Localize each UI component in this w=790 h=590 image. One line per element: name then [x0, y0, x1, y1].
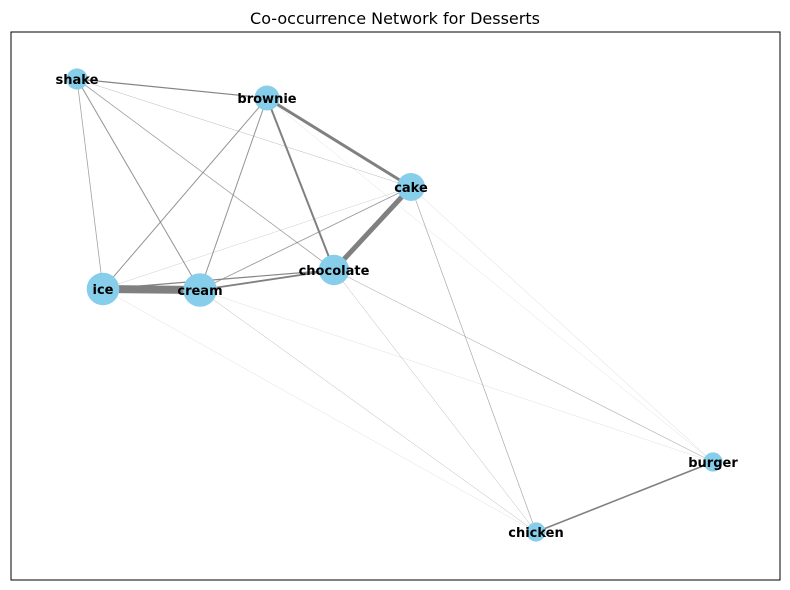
edge-chocolate-chicken: [333, 269, 537, 533]
edge-shake-cream: [76, 78, 201, 291]
edge-cream-chocolate: [199, 269, 335, 291]
node-label-cream: cream: [177, 284, 222, 299]
node-chocolate: [318, 254, 350, 286]
edge-chocolate-cake: [332, 185, 413, 272]
edge-brownie-burger: [266, 97, 714, 463]
edge-brownie-ice: [102, 97, 268, 290]
node-label-ice: ice: [93, 283, 114, 298]
edge-brownie-chocolate: [266, 97, 335, 271]
edge-brownie-cake: [266, 96, 412, 189]
edge-ice-chicken: [102, 288, 537, 533]
edge-chocolate-burger: [333, 269, 714, 463]
edge-cream-chicken: [199, 289, 537, 533]
edge-shake-brownie: [76, 78, 268, 99]
edge-burger-chicken: [535, 461, 714, 533]
edge-shake-ice: [76, 78, 104, 290]
node-label-cake: cake: [394, 181, 428, 196]
node-shake: [66, 68, 88, 90]
label-layer: shake brownie cake chocolate ice cream burger c…: [56, 73, 739, 541]
node-brownie: [254, 85, 280, 111]
edge-ice-cake: [102, 186, 412, 290]
node-cake: [397, 173, 425, 201]
edge-shake-chocolate: [76, 78, 335, 271]
edge-cake-chicken: [410, 186, 537, 533]
plot-frame: [10, 31, 781, 581]
node-layer: [66, 68, 723, 542]
node-label-burger: burger: [688, 456, 738, 471]
node-burger: [703, 452, 723, 472]
edge-layer: [76, 78, 714, 533]
edge-shake-cake: [76, 78, 412, 188]
edge-cream-cake: [199, 186, 412, 291]
edge-cake-burger: [410, 186, 714, 463]
edge-cream-burger: [199, 289, 714, 463]
edge-brownie-cream: [199, 97, 268, 291]
edge-ice-chocolate: [102, 269, 335, 290]
node-label-shake: shake: [56, 73, 99, 88]
node-label-brownie: brownie: [237, 92, 296, 107]
diagram-title: Co-occurrence Network for Desserts: [250, 9, 540, 28]
node-chicken: [526, 522, 546, 542]
node-cream: [183, 273, 217, 307]
node-ice: [86, 272, 120, 306]
node-label-chicken: chicken: [508, 526, 564, 541]
node-label-chocolate: chocolate: [299, 264, 370, 279]
